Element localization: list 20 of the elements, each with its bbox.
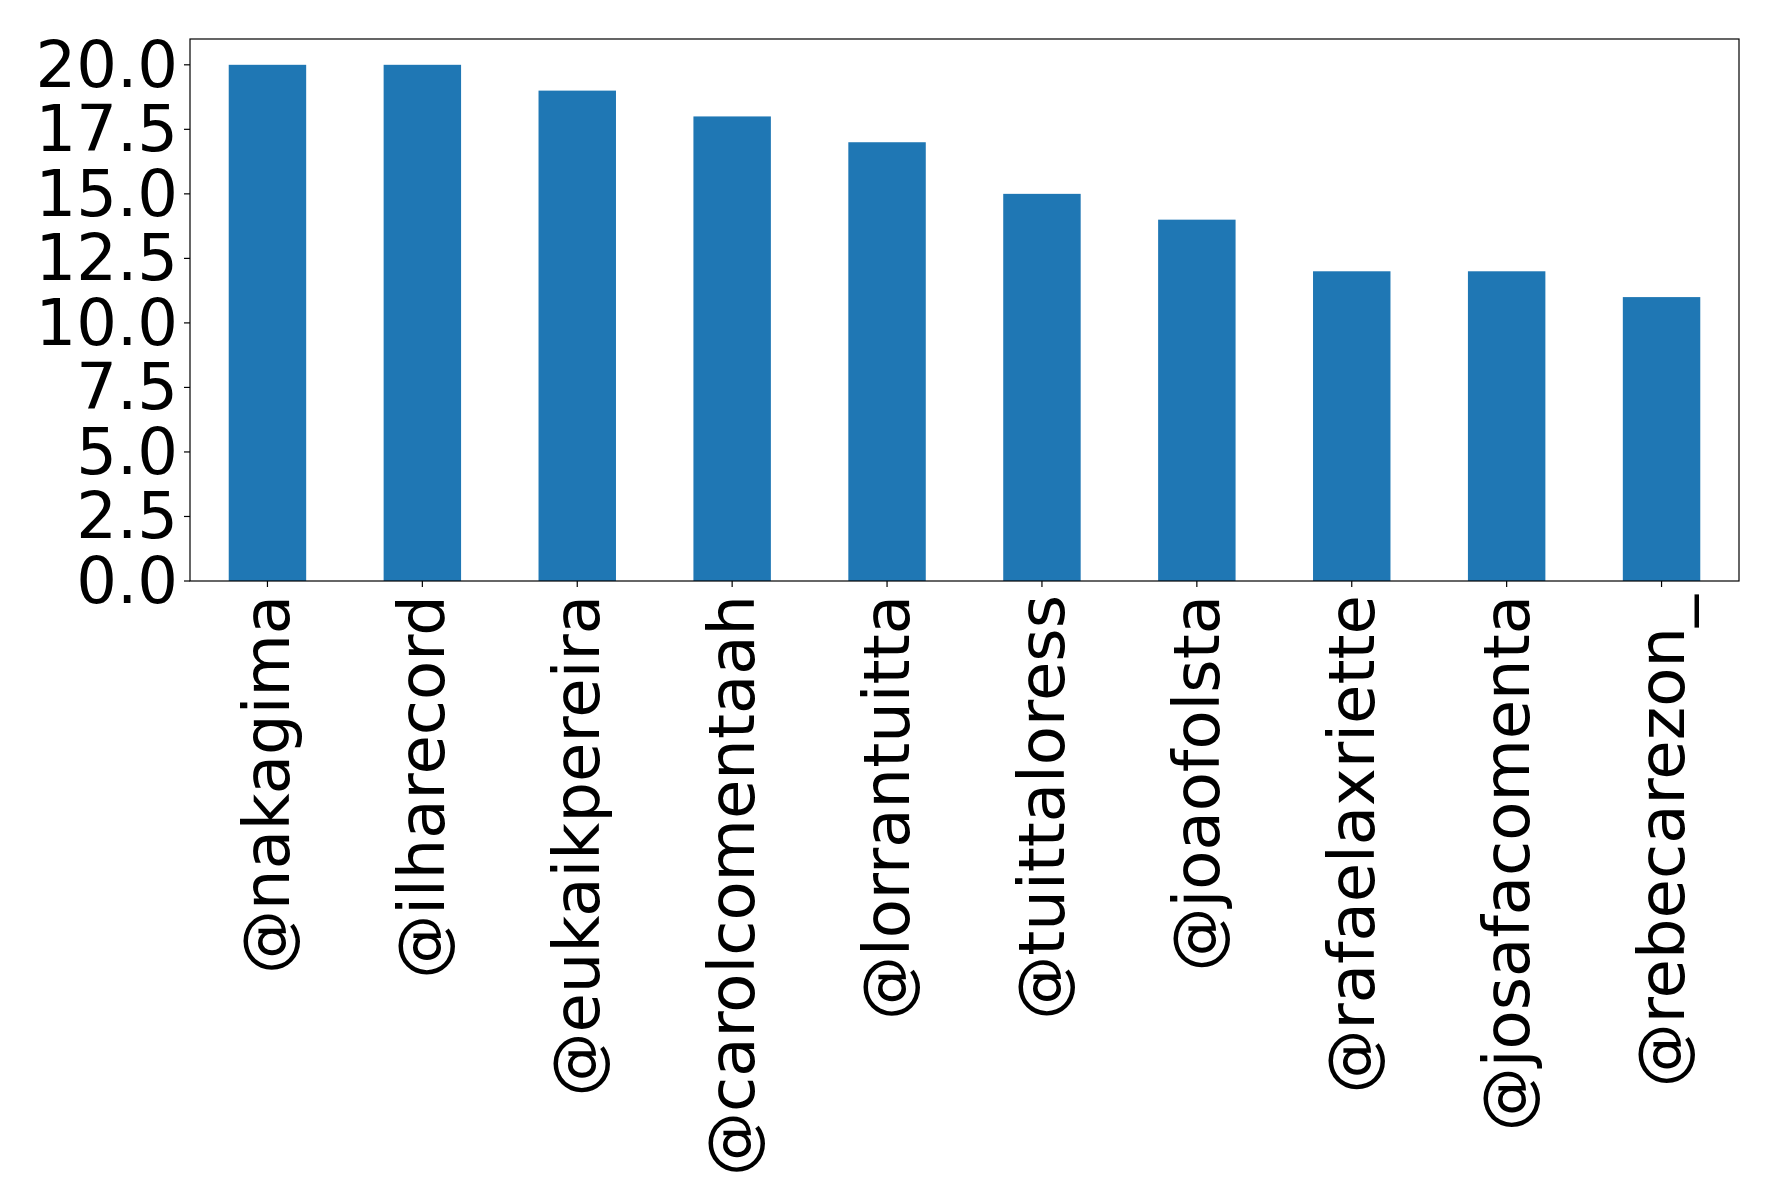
bar [228, 64, 307, 581]
bar [1622, 297, 1701, 581]
x-tick-label: @joaofolsta [1159, 595, 1234, 972]
x-tick-label: @lorrantuitta [850, 595, 925, 1021]
bar [538, 90, 616, 581]
x-tick-label: @tuittaloress [1004, 595, 1079, 1020]
x-tick-label: @josafacomenta [1469, 595, 1544, 1132]
bar [693, 116, 771, 581]
bar [1003, 193, 1081, 581]
bar [1158, 219, 1236, 581]
bar [848, 142, 926, 581]
x-tick-label: @eukaikpereira [540, 595, 615, 1097]
x-tick-label: @carolcomentaah [695, 595, 770, 1176]
bar [383, 64, 462, 581]
x-tick-label: @ilharecord [385, 595, 460, 979]
x-tick-label: @nakagima [230, 595, 305, 974]
x-tick-label: @rafaelaxriette [1314, 595, 1389, 1094]
bar [1467, 271, 1546, 581]
bar [1313, 271, 1391, 581]
x-tick-label: @rebecarezon_ [1624, 594, 1699, 1088]
